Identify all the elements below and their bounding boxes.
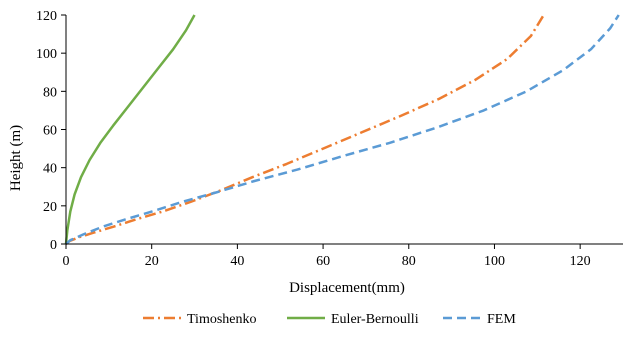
y-axis-title: Height (m): [8, 125, 24, 191]
y-tick-label: 120: [36, 9, 57, 24]
y-tick-label: 100: [36, 47, 57, 62]
x-tick-label: 0: [63, 254, 70, 269]
legend-label-timoshenko: Timoshenko: [187, 312, 257, 327]
y-tick-label: 60: [43, 124, 57, 139]
series-line-fem: [65, 14, 620, 245]
legend-label-euler-bernoulli: Euler-Bernoulli: [331, 312, 419, 327]
x-tick-label: 20: [145, 254, 159, 269]
legend-label-fem: FEM: [487, 312, 516, 327]
x-tick-label: 120: [570, 254, 591, 269]
series-line-euler-bernoulli: [64, 14, 196, 245]
y-tick-label: 40: [43, 162, 57, 177]
x-tick-label: 80: [402, 254, 416, 269]
y-tick-label: 20: [43, 200, 57, 215]
series-line-timoshenko: [65, 14, 545, 245]
axes: 0 20 40 60 80 100 120 0 20 40 60 80 100 120: [36, 9, 623, 269]
x-tick-label: 100: [484, 254, 505, 269]
x-tick-label: 60: [316, 254, 330, 269]
y-tick-label: 0: [50, 238, 57, 253]
plot-area: [64, 14, 620, 245]
x-axis-title: Displacement(mm): [289, 280, 405, 296]
legend: Timoshenko Euler-Bernoulli FEM: [143, 312, 516, 327]
x-tick-label: 40: [230, 254, 244, 269]
y-tick-label: 80: [43, 85, 57, 100]
